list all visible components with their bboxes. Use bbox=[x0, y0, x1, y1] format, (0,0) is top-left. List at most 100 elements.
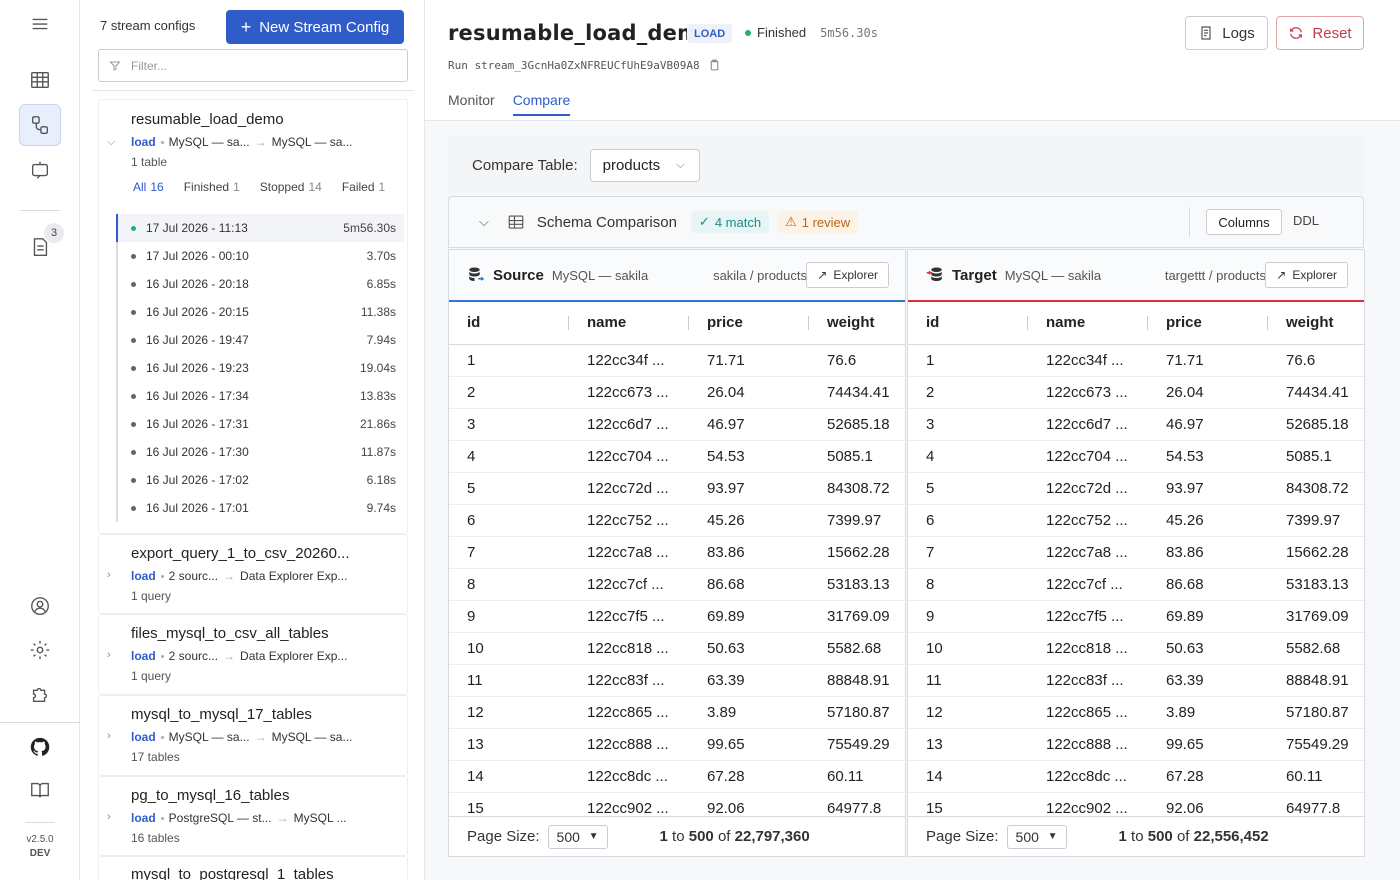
table-row[interactable]: 7 122cc7a8 ... 83.86 15662.28 bbox=[449, 536, 905, 569]
table-row[interactable]: 7 122cc7a8 ... 83.86 15662.28 bbox=[908, 536, 1364, 569]
streams-icon[interactable] bbox=[19, 104, 61, 146]
run-duration: 19.04s bbox=[359, 361, 396, 375]
run-item[interactable]: 16 Jul 2026 - 17:01 9.74s bbox=[118, 494, 404, 522]
column-header-price[interactable]: price bbox=[1148, 302, 1268, 345]
copy-icon[interactable] bbox=[708, 58, 721, 72]
table-row[interactable]: 11 122cc83f ... 63.39 88848.91 bbox=[449, 664, 905, 697]
reset-button[interactable]: Reset bbox=[1276, 16, 1364, 50]
column-header-name[interactable]: name bbox=[569, 302, 689, 345]
chevron-right-icon[interactable]: › bbox=[107, 730, 111, 742]
run-item[interactable]: 16 Jul 2026 - 19:23 19.04s bbox=[118, 354, 404, 382]
column-header-price[interactable]: price bbox=[689, 302, 809, 345]
chevron-right-icon[interactable]: › bbox=[107, 811, 111, 823]
ddl-button[interactable]: DDL bbox=[1293, 213, 1320, 228]
table-row[interactable]: 9 122cc7f5 ... 69.89 31769.09 bbox=[449, 600, 905, 633]
github-icon[interactable] bbox=[19, 726, 61, 768]
table-row[interactable]: 1 122cc34f ... 71.71 76.6 bbox=[449, 344, 905, 377]
stream-card[interactable]: › files_mysql_to_csv_all_tables load 2 s… bbox=[98, 614, 408, 695]
table-row[interactable]: 11 122cc83f ... 63.39 88848.91 bbox=[908, 664, 1364, 697]
chevron-down-icon[interactable]: ⌵ bbox=[479, 214, 489, 229]
chevron-right-icon[interactable]: › bbox=[107, 569, 111, 581]
stream-card[interactable]: mysql_to_postgresql_1_tables bbox=[98, 856, 408, 880]
table-row[interactable]: 3 122cc6d7 ... 46.97 52685.18 bbox=[908, 408, 1364, 441]
document-icon[interactable] bbox=[19, 226, 61, 268]
table-row[interactable]: 5 122cc72d ... 93.97 84308.72 bbox=[908, 472, 1364, 505]
table-row[interactable]: 13 122cc888 ... 99.65 75549.29 bbox=[908, 728, 1364, 761]
table-row[interactable]: 12 122cc865 ... 3.89 57180.87 bbox=[449, 696, 905, 729]
page-size-select[interactable]: 500 ▼ bbox=[1006, 824, 1067, 849]
chat-bot-icon[interactable] bbox=[19, 149, 61, 191]
tab-compare[interactable]: Compare bbox=[512, 92, 571, 116]
column-header-weight[interactable]: weight bbox=[1268, 302, 1364, 345]
source-pager: Page Size: 500 ▼ 1 to 500 of 22,797,360 bbox=[449, 816, 905, 856]
source-explorer-button[interactable]: ↗ Explorer bbox=[806, 262, 889, 288]
stream-card[interactable]: ⌵ resumable_load_demo load MySQL — sa...… bbox=[98, 99, 408, 534]
table-row[interactable]: 5 122cc72d ... 93.97 84308.72 bbox=[449, 472, 905, 505]
plus-icon: + bbox=[240, 17, 252, 37]
table-row[interactable]: 1 122cc34f ... 71.71 76.6 bbox=[908, 344, 1364, 377]
run-item[interactable]: 16 Jul 2026 - 20:18 6.85s bbox=[118, 270, 404, 298]
table-row[interactable]: 14 122cc8dc ... 67.28 60.11 bbox=[449, 760, 905, 793]
table-row[interactable]: 12 122cc865 ... 3.89 57180.87 bbox=[908, 696, 1364, 729]
run-item[interactable]: 16 Jul 2026 - 17:31 21.86s bbox=[118, 410, 404, 438]
logs-button[interactable]: Logs bbox=[1185, 16, 1268, 50]
table-row[interactable]: 6 122cc752 ... 45.26 7399.97 bbox=[908, 504, 1364, 537]
run-item[interactable]: 16 Jul 2026 - 17:02 6.18s bbox=[118, 466, 404, 494]
table-row[interactable]: 8 122cc7cf ... 86.68 53183.13 bbox=[908, 568, 1364, 601]
table-row[interactable]: 10 122cc818 ... 50.63 5582.68 bbox=[449, 632, 905, 665]
run-item[interactable]: 17 Jul 2026 - 00:10 3.70s bbox=[118, 242, 404, 270]
chevron-down-icon[interactable]: ⌵ bbox=[107, 136, 116, 148]
run-tab-finished[interactable]: Finished 1 bbox=[183, 180, 240, 194]
chevron-right-icon[interactable]: › bbox=[107, 649, 111, 661]
table-cell: 7399.97 bbox=[1268, 504, 1364, 537]
table-row[interactable]: 6 122cc752 ... 45.26 7399.97 bbox=[449, 504, 905, 537]
page-size-select[interactable]: 500 ▼ bbox=[547, 824, 608, 849]
table-row[interactable]: 4 122cc704 ... 54.53 5085.1 bbox=[908, 440, 1364, 473]
stream-card[interactable]: › mysql_to_mysql_17_tables load MySQL — … bbox=[98, 695, 408, 776]
settings-gear-icon[interactable] bbox=[19, 629, 61, 671]
user-icon[interactable] bbox=[19, 585, 61, 627]
run-item[interactable]: 17 Jul 2026 - 11:13 5m56.30s bbox=[116, 214, 404, 242]
run-tab-stopped[interactable]: Stopped 14 bbox=[259, 180, 322, 194]
run-tab-all[interactable]: All 16 bbox=[133, 180, 164, 194]
plugin-puzzle-icon[interactable] bbox=[19, 673, 61, 715]
column-header-id[interactable]: id bbox=[449, 302, 569, 345]
table-icon[interactable] bbox=[19, 59, 61, 101]
run-item[interactable]: 16 Jul 2026 - 17:30 11.87s bbox=[118, 438, 404, 466]
table-cell: 99.65 bbox=[1148, 728, 1268, 761]
table-row[interactable]: 2 122cc673 ... 26.04 74434.41 bbox=[908, 376, 1364, 409]
compare-table-select[interactable]: products ⌵ bbox=[589, 148, 700, 182]
table-row[interactable]: 9 122cc7f5 ... 69.89 31769.09 bbox=[908, 600, 1364, 633]
target-explorer-button[interactable]: ↗ Explorer bbox=[1265, 262, 1348, 288]
run-item[interactable]: 16 Jul 2026 - 19:47 7.94s bbox=[118, 326, 404, 354]
table-row[interactable]: 10 122cc818 ... 50.63 5582.68 bbox=[908, 632, 1364, 665]
column-header-name[interactable]: name bbox=[1028, 302, 1148, 345]
table-cell: 122cc7cf ... bbox=[1028, 568, 1148, 601]
columns-button[interactable]: Columns bbox=[1206, 209, 1282, 235]
stream-mode: load bbox=[131, 730, 156, 744]
new-stream-config-button[interactable]: + New Stream Config bbox=[226, 10, 404, 44]
run-item[interactable]: 16 Jul 2026 - 17:34 13.83s bbox=[118, 382, 404, 410]
stream-card[interactable]: › pg_to_mysql_16_tables load PostgreSQL … bbox=[98, 776, 408, 856]
run-tab-failed[interactable]: Failed 1 bbox=[341, 180, 386, 194]
table-cell: 4 bbox=[449, 440, 569, 473]
filter-input[interactable]: Filter... bbox=[98, 49, 408, 82]
column-header-weight[interactable]: weight bbox=[809, 302, 905, 345]
run-item[interactable]: 16 Jul 2026 - 20:15 11.38s bbox=[118, 298, 404, 326]
table-row[interactable]: 13 122cc888 ... 99.65 75549.29 bbox=[449, 728, 905, 761]
run-date: 16 Jul 2026 - 19:47 bbox=[146, 333, 249, 347]
run-duration: 11.87s bbox=[360, 445, 396, 459]
stream-card[interactable]: › export_query_1_to_csv_20260... load 2 … bbox=[98, 534, 408, 614]
tab-monitor[interactable]: Monitor bbox=[448, 92, 495, 108]
menu-icon[interactable] bbox=[19, 3, 61, 45]
view-tabs: Monitor Compare bbox=[448, 92, 571, 116]
docs-book-icon[interactable] bbox=[19, 769, 61, 811]
column-header-id[interactable]: id bbox=[908, 302, 1028, 345]
table-cell: 122cc6d7 ... bbox=[1028, 408, 1148, 441]
table-row[interactable]: 14 122cc8dc ... 67.28 60.11 bbox=[908, 760, 1364, 793]
table-row[interactable]: 4 122cc704 ... 54.53 5085.1 bbox=[449, 440, 905, 473]
table-row[interactable]: 3 122cc6d7 ... 46.97 52685.18 bbox=[449, 408, 905, 441]
table-row[interactable]: 8 122cc7cf ... 86.68 53183.13 bbox=[449, 568, 905, 601]
schema-comparison-bar[interactable]: ⌵ Schema Comparison ✓ 4 match ⚠ 1 review C… bbox=[448, 196, 1364, 248]
table-row[interactable]: 2 122cc673 ... 26.04 74434.41 bbox=[449, 376, 905, 409]
